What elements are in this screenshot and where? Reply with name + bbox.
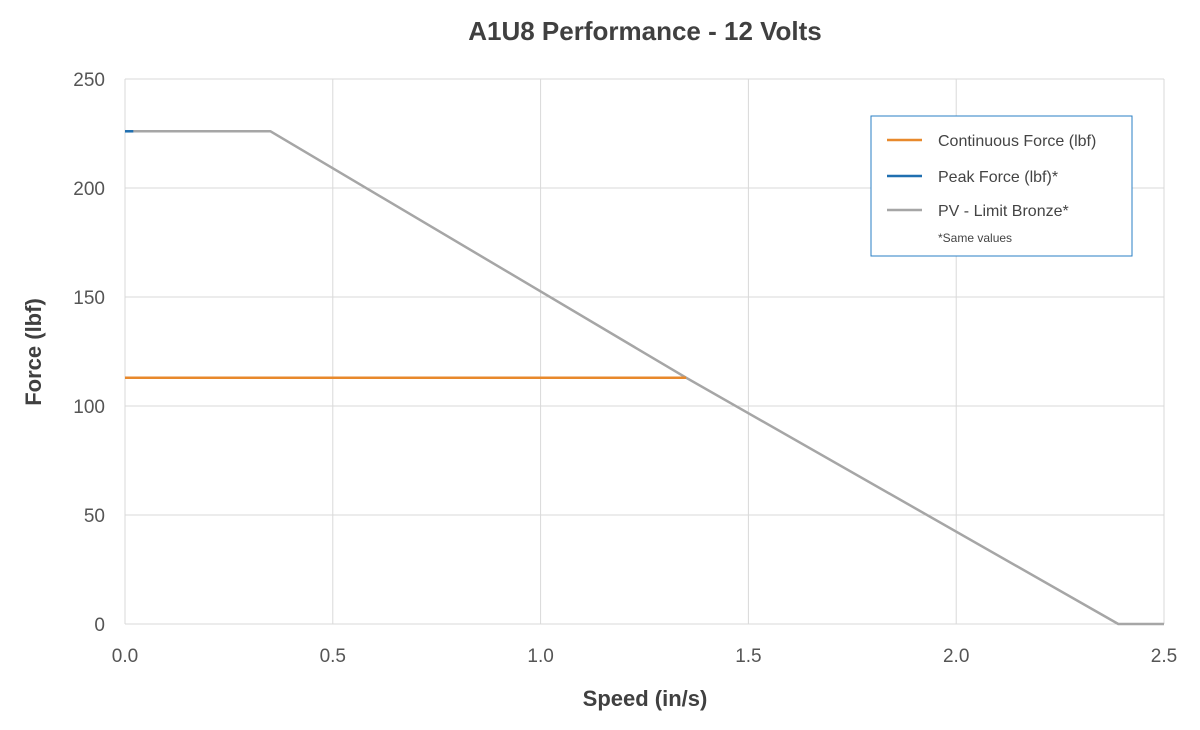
series-layer [125,130,1164,626]
x-axis-title: Speed (in/s) [583,686,708,711]
y-tick-label: 250 [73,70,105,91]
y-tick-label: 100 [73,397,105,418]
y-axis-title: Force (lbf) [21,298,46,406]
legend-note: *Same values [938,231,1012,245]
x-tick-label: 1.0 [527,646,553,667]
legend-label: Continuous Force (lbf) [938,133,1096,150]
legend-items: Continuous Force (lbf) Peak Force (lbf)* P… [887,133,1096,220]
chart-title: A1U8 Performance - 12 Volts [468,16,822,46]
x-tick-label: 2.5 [1151,646,1177,667]
x-tick-label: 0.5 [320,646,346,667]
y-tick-label: 0 [94,615,105,636]
y-tick-label: 150 [73,288,105,309]
grid-layer [124,78,1165,625]
legend-label: PV - Limit Bronze* [938,203,1069,220]
y-tick-label: 200 [73,179,105,200]
x-tick-label: 2.0 [943,646,969,667]
y-tick-label: 50 [84,506,105,527]
legend-label: Peak Force (lbf)* [938,169,1058,186]
legend: Continuous Force (lbf) Peak Force (lbf)* P… [870,115,1133,257]
tick-labels: 0.0 0.5 1.0 1.5 2.0 2.5 0 50 100 150 200 250 [73,70,1177,667]
x-tick-label: 0.0 [112,646,138,667]
x-tick-label: 1.5 [735,646,761,667]
